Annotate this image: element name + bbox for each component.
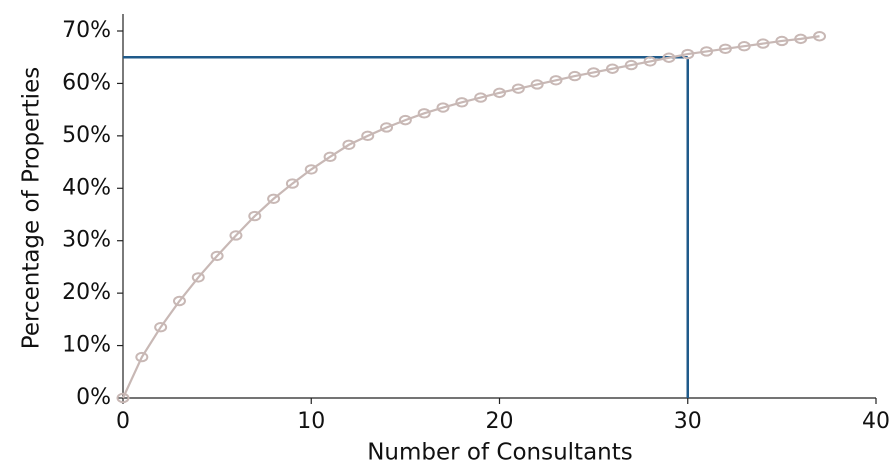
data-point: [794, 33, 808, 45]
data-point: [417, 108, 431, 119]
data-point: [436, 102, 450, 113]
ticks: 0 10 20 30 40 0% 10% 20% 30% 40% 50% 60% 70%: [62, 18, 890, 434]
data-point: [568, 70, 582, 82]
data-point: [493, 87, 506, 99]
y-tick-label: 40%: [62, 175, 111, 200]
data-point: [530, 79, 544, 90]
data-point: [549, 75, 563, 86]
data-point: [662, 52, 676, 63]
x-tick-label: 40: [862, 409, 890, 434]
data-point: [718, 43, 732, 55]
y-tick-label: 60%: [62, 70, 111, 95]
data-point: [135, 351, 149, 363]
data-point: [210, 250, 224, 262]
data-point: [605, 63, 619, 74]
y-tick-label: 20%: [62, 280, 111, 305]
data-point: [361, 130, 375, 142]
y-tick-label: 0%: [76, 385, 111, 410]
data-point: [172, 295, 186, 307]
data-point: [587, 67, 601, 78]
data-point: [285, 178, 299, 189]
data-point: [474, 92, 488, 103]
data-point: [248, 210, 262, 222]
y-axis-title: Percentage of Properties: [19, 67, 45, 349]
data-point: [775, 35, 789, 47]
data-point: [643, 56, 657, 67]
data-point: [229, 230, 243, 241]
reference-lines: [123, 55, 689, 398]
x-tick-label: 10: [297, 409, 325, 434]
data-point: [116, 392, 130, 404]
data-point: [323, 151, 337, 163]
y-tick-label: 70%: [62, 18, 111, 43]
y-tick-label: 50%: [62, 123, 111, 148]
x-axis-title: Number of Consultants: [367, 440, 633, 466]
data-point: [700, 46, 714, 57]
series-line: [122, 35, 820, 399]
x-tick-label: 0: [116, 409, 130, 434]
data-point: [398, 114, 412, 126]
data-point: [154, 322, 168, 333]
data-point: [380, 122, 394, 133]
y-tick-label: 30%: [62, 228, 111, 253]
data-point: [756, 38, 770, 49]
data-point: [455, 97, 469, 108]
data-point: [267, 193, 281, 204]
data-point: [511, 83, 525, 94]
data-point: [624, 59, 638, 71]
axes: [122, 14, 876, 399]
data-point: [681, 48, 695, 60]
x-tick-label: 30: [674, 409, 702, 434]
data-point: [813, 31, 827, 42]
x-tick-label: 20: [486, 409, 514, 434]
data-point: [342, 139, 356, 150]
data-point: [304, 164, 318, 175]
series: [116, 31, 827, 404]
data-point: [191, 272, 205, 283]
data-point: [737, 41, 751, 52]
y-tick-label: 10%: [62, 333, 111, 358]
